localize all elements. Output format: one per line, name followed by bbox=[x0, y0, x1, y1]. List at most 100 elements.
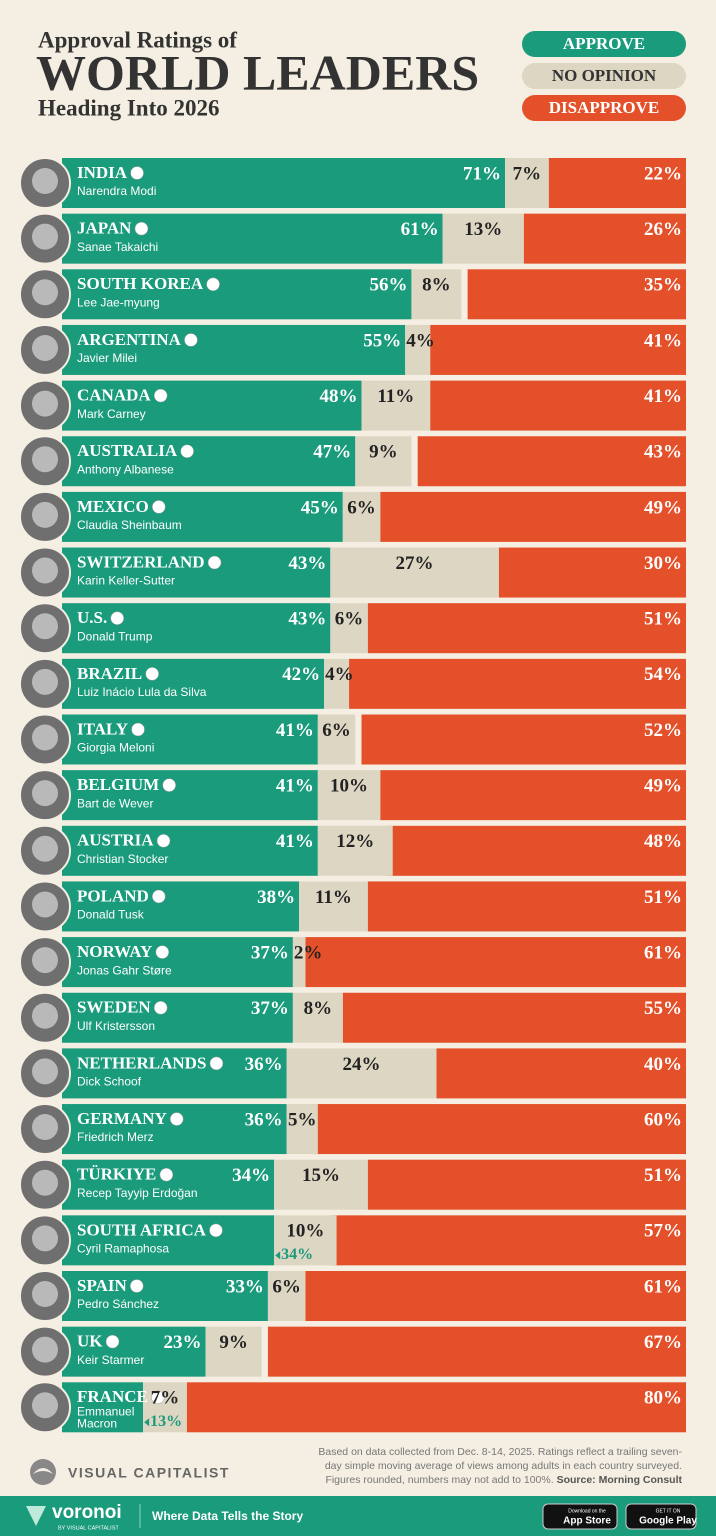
bar-no-opinion bbox=[361, 380, 431, 431]
bar-no-opinion bbox=[505, 158, 549, 208]
row: UK Keir Starmer 23% 9% 67% bbox=[19, 1325, 686, 1378]
disapprove-label: 49% bbox=[644, 776, 682, 797]
no-opinion-label: 7% bbox=[151, 1388, 180, 1409]
brand-logo-mark bbox=[33, 1468, 53, 1474]
bar-no-opinion bbox=[330, 547, 499, 598]
country-name: SWITZERLAND bbox=[77, 552, 205, 571]
flag bbox=[184, 333, 198, 347]
flag bbox=[134, 221, 149, 236]
bar-approve bbox=[62, 992, 293, 1043]
legend-swatch bbox=[522, 63, 686, 89]
leader-face bbox=[32, 279, 58, 306]
bar-approve bbox=[62, 714, 318, 765]
disapprove-label: 26% bbox=[644, 219, 682, 240]
country-name: AUSTRALIA bbox=[77, 441, 178, 460]
approve-label: 13% bbox=[150, 1413, 182, 1430]
row: ITALY Giorgia Meloni 41% 6% 52% bbox=[19, 713, 686, 766]
disapprove-label: 55% bbox=[644, 998, 682, 1019]
leader-name: Ulf Kristersson bbox=[77, 1019, 155, 1033]
no-opinion-label: 9% bbox=[219, 1332, 248, 1353]
google-play-button[interactable] bbox=[625, 1503, 697, 1530]
leader-face bbox=[32, 446, 58, 473]
approve-label: 43% bbox=[288, 609, 326, 630]
approve-label: 55% bbox=[363, 330, 401, 351]
leader-name: Mark Carney bbox=[77, 407, 146, 421]
leader-name: Cyril Ramaphosa bbox=[77, 1242, 169, 1256]
disapprove-label: 52% bbox=[644, 720, 682, 741]
row: TÜRKIYE Recep Tayyip Erdoğan 34% 15% 51% bbox=[19, 1158, 686, 1211]
leader-name: Dick Schoof bbox=[77, 1075, 142, 1089]
flag bbox=[162, 778, 176, 792]
bar-approve bbox=[62, 881, 300, 932]
disapprove-label: 51% bbox=[644, 609, 682, 630]
no-opinion-label: 10% bbox=[286, 1221, 324, 1242]
country-name: BRAZIL bbox=[77, 664, 142, 683]
brand: VISUAL CAPITALIST bbox=[68, 1465, 230, 1481]
flag bbox=[156, 834, 171, 848]
note: day simple moving average of views among… bbox=[325, 1460, 682, 1472]
flag bbox=[110, 611, 124, 625]
no-opinion-label: 10% bbox=[330, 776, 368, 797]
no-opinion-label: 27% bbox=[396, 553, 434, 574]
row: AUSTRALIA Anthony Albanese 47% 9% 43% bbox=[19, 435, 686, 488]
no-opinion-label: 4% bbox=[325, 664, 354, 685]
note: Figures rounded, numbers may not add to … bbox=[325, 1474, 682, 1486]
flag bbox=[131, 722, 145, 737]
leader-face bbox=[32, 1336, 58, 1363]
row: U.S. Donald Trump 43% 6% 51% bbox=[19, 602, 686, 655]
country-name: SPAIN bbox=[77, 1276, 127, 1295]
leader-face bbox=[32, 223, 58, 250]
flag bbox=[152, 889, 166, 904]
bar-disapprove bbox=[380, 770, 686, 821]
leader-name-line: Macron bbox=[77, 1416, 117, 1430]
bar-disapprove bbox=[436, 1048, 686, 1099]
leader-face bbox=[32, 1058, 58, 1085]
disapprove-label: 49% bbox=[644, 497, 682, 518]
approve-label: 33% bbox=[226, 1276, 264, 1297]
bar-disapprove bbox=[380, 491, 686, 542]
bar-disapprove bbox=[467, 269, 686, 320]
leader-name: Giorgia Meloni bbox=[77, 741, 154, 755]
flag bbox=[159, 1167, 174, 1182]
arrow bbox=[144, 1418, 150, 1427]
no-opinion-label: 2% bbox=[294, 942, 323, 963]
bar-approve bbox=[62, 436, 356, 487]
bar-disapprove bbox=[342, 992, 686, 1043]
bar-no-opinion bbox=[143, 1382, 187, 1433]
flag bbox=[145, 667, 159, 681]
country-name: NORWAY bbox=[77, 942, 152, 961]
flag bbox=[209, 1223, 223, 1238]
app-store-button[interactable] bbox=[542, 1503, 618, 1530]
leader-name: Donald Trump bbox=[77, 629, 153, 643]
flag bbox=[130, 166, 144, 180]
leader-name: Narendra Modi bbox=[77, 184, 156, 198]
approve-label: 41% bbox=[276, 776, 314, 797]
no-opinion-label: 6% bbox=[335, 609, 364, 630]
leader-face bbox=[32, 334, 58, 361]
disapprove-label: 43% bbox=[644, 442, 682, 463]
no-opinion-label: 6% bbox=[347, 497, 376, 518]
leader-name: Bart de Wever bbox=[77, 796, 153, 810]
bar-no-opinion bbox=[292, 992, 343, 1043]
google-play: Google Play bbox=[639, 1516, 697, 1527]
legend: APPROVE NO OPINION DISAPPROVE bbox=[522, 31, 686, 121]
bar-approve bbox=[62, 937, 293, 988]
country-name: SOUTH KOREA bbox=[77, 274, 204, 293]
row: SOUTH AFRICA Cyril Ramaphosa 34% 10% 57% bbox=[19, 1214, 686, 1267]
legend-swatch bbox=[522, 31, 686, 57]
bar-approve bbox=[62, 603, 331, 654]
approve-label: 38% bbox=[257, 887, 295, 908]
bar-approve bbox=[62, 213, 443, 264]
bar-no-opinion bbox=[442, 213, 524, 264]
leader-name: Recep Tayyip Erdoğan bbox=[77, 1186, 198, 1200]
bar-no-opinion bbox=[292, 937, 306, 988]
approve-label: 34% bbox=[232, 1165, 270, 1186]
approve-label: 42% bbox=[282, 664, 320, 685]
bar-disapprove bbox=[330, 1215, 686, 1266]
row: BRAZIL Luiz Inácio Lula da Silva 42% 4% 54% bbox=[19, 657, 686, 710]
disapprove-label: 61% bbox=[644, 942, 682, 963]
bar-no-opinion bbox=[355, 436, 412, 487]
bar-approve bbox=[62, 658, 325, 709]
country-name: AUSTRIA bbox=[77, 831, 154, 850]
